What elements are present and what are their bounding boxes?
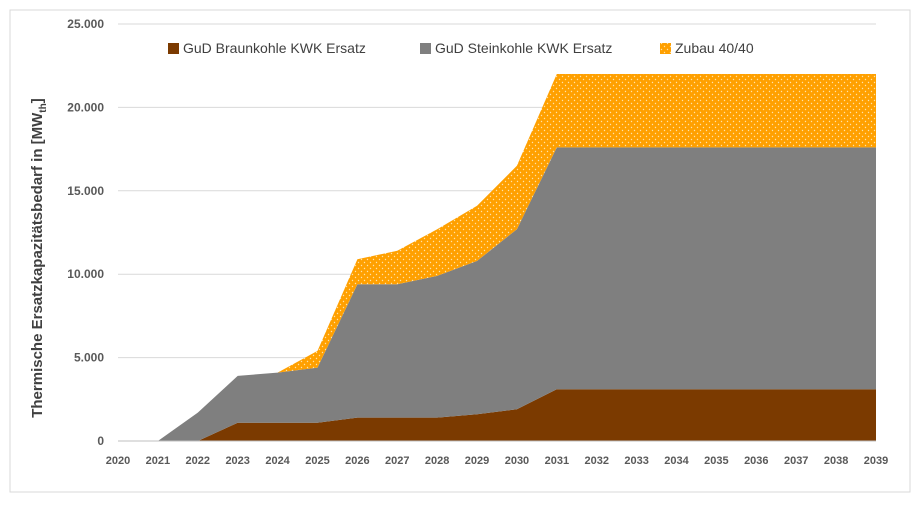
x-tick-label: 2021	[146, 455, 170, 467]
legend-swatch-1	[168, 43, 179, 54]
x-tick-label: 2025	[305, 455, 329, 467]
y-tick-label: 15.000	[67, 184, 104, 198]
x-tick-label: 2033	[624, 455, 648, 467]
legend-label-3: Zubau 40/40	[675, 40, 754, 56]
area-series-1	[118, 389, 876, 441]
x-tick-label: 2039	[864, 455, 888, 467]
x-tick-label: 2024	[265, 455, 290, 467]
x-tick-label: 2032	[584, 455, 608, 467]
legend-swatch-2	[420, 43, 431, 54]
axes: 0 5.000 10.000 15.000 20.000 25.000 2020 2021 20…	[67, 17, 888, 467]
x-tick-label: 2023	[225, 455, 249, 467]
x-tick-label: 2020	[106, 455, 130, 467]
area-series-3	[118, 74, 876, 441]
area-series-2	[118, 147, 876, 441]
x-tick-label: 2022	[186, 455, 210, 467]
y-tick-label: 5.000	[74, 351, 104, 365]
legend-swatch-3	[660, 43, 671, 54]
x-tick-label: 2035	[704, 455, 728, 467]
legend: GuD Braunkohle KWK Ersatz GuD Steinkohle …	[168, 40, 754, 56]
series-areas	[118, 74, 876, 441]
x-tick-label: 2028	[425, 455, 449, 467]
legend-label-1: GuD Braunkohle KWK Ersatz	[183, 40, 366, 56]
y-tick-label: 20.000	[67, 100, 104, 114]
x-tick-label: 2027	[385, 455, 409, 467]
y-tick-label: 25.000	[67, 17, 104, 31]
x-tick-label: 2026	[345, 455, 369, 467]
legend-label-2: GuD Steinkohle KWK Ersatz	[435, 40, 612, 56]
y-axis-label: Thermische Ersatzkapazitätsbedarf in [MW…	[29, 98, 49, 418]
x-tick-label: 2037	[784, 455, 808, 467]
x-tick-label: 2030	[505, 455, 529, 467]
x-tick-label: 2029	[465, 455, 489, 467]
y-tick-label: 10.000	[67, 267, 104, 281]
y-tick-label: 0	[97, 434, 104, 448]
x-tick-label: 2036	[744, 455, 768, 467]
x-tick-label: 2031	[545, 455, 569, 467]
x-tick-label: 2038	[824, 455, 848, 467]
x-tick-label: 2034	[664, 455, 689, 467]
